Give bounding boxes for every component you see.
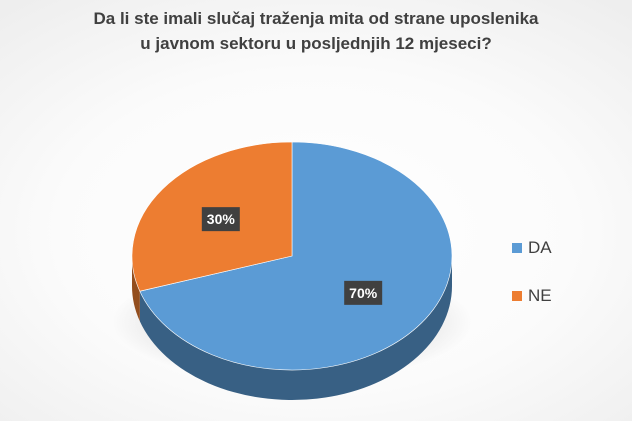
legend-item-ne: NE: [512, 284, 552, 308]
legend-label-ne: NE: [528, 286, 552, 305]
data-label-box-da: [344, 280, 383, 305]
legend: DA NE: [512, 236, 552, 332]
pie-slice-da: [139, 141, 453, 371]
pie-side-ne: [132, 256, 140, 322]
legend-item-da: DA: [512, 236, 552, 260]
chart-title: Da li ste imali slučaj traženja mita od …: [0, 6, 632, 56]
legend-swatch-da: [512, 243, 522, 253]
legend-swatch-ne: [512, 291, 522, 301]
data-label-box-ne: [201, 207, 240, 232]
chart-title-line-2: u javnom sektoru u posljednjih 12 mjesec…: [140, 34, 492, 53]
data-label-da: 70%: [349, 285, 378, 301]
legend-label-da: DA: [528, 238, 552, 257]
data-label-ne: 30%: [207, 211, 236, 227]
pie-side-da: [139, 256, 452, 400]
chart-title-line-1: Da li ste imali slučaj traženja mita od …: [93, 9, 539, 28]
